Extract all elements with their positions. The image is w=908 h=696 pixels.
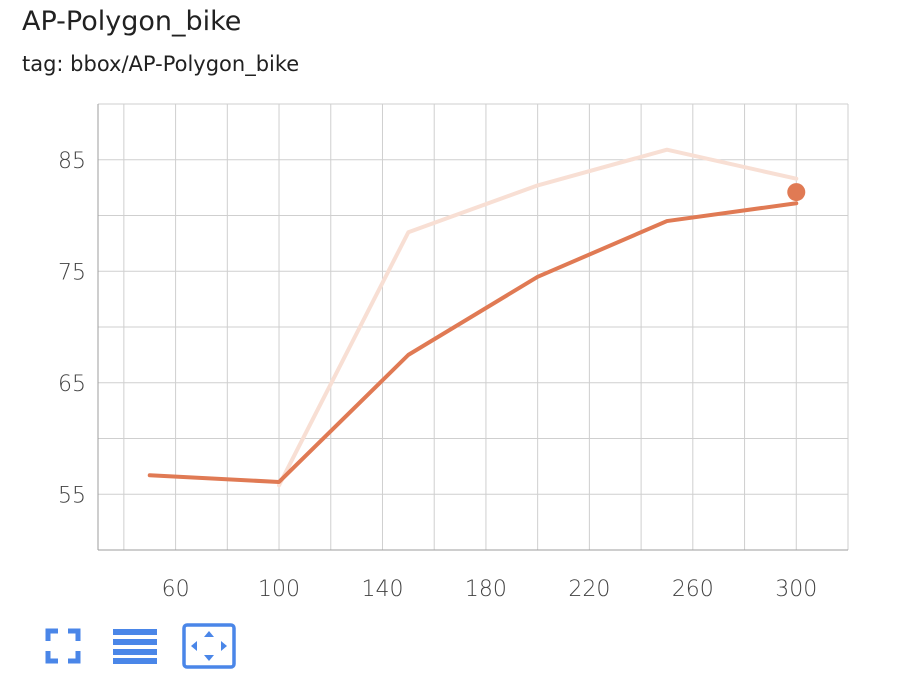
series — [147, 147, 806, 488]
fullscreen-icon — [45, 628, 81, 664]
x-tick-label: 260 — [672, 577, 714, 602]
highlight-point — [787, 183, 806, 202]
x-tick-label: 100 — [258, 577, 300, 602]
chart-toolbar — [40, 622, 256, 670]
axes — [97, 104, 848, 551]
fit-domain-icon — [182, 623, 236, 669]
line-chart[interactable]: 60 100 140 180 220 260 300 55 65 75 85 — [0, 0, 908, 620]
y-tick-label: 55 — [58, 483, 86, 508]
tick-labels: 60 100 140 180 220 260 300 55 65 75 85 — [58, 149, 817, 602]
fullscreen-button[interactable] — [40, 623, 86, 669]
fit-domain-button[interactable] — [182, 623, 236, 669]
x-tick-label: 180 — [465, 577, 507, 602]
x-tick-label: 140 — [361, 577, 403, 602]
series-line-raw — [277, 147, 799, 488]
grid-lines — [98, 103, 849, 551]
y-tick-label: 65 — [58, 372, 86, 397]
x-tick-label: 300 — [775, 577, 817, 602]
chart-tag: tag: bbox/AP-Polygon_bike — [22, 52, 300, 76]
chart-title: AP-Polygon_bike — [22, 6, 242, 37]
y-tick-label: 85 — [58, 149, 86, 174]
x-tick-label: 220 — [568, 577, 610, 602]
legend-lines-icon — [113, 629, 157, 664]
series-line-smoothed — [147, 201, 799, 484]
legend-toggle-button[interactable] — [108, 623, 162, 669]
y-tick-label: 75 — [58, 260, 86, 285]
x-tick-label: 60 — [162, 577, 190, 602]
